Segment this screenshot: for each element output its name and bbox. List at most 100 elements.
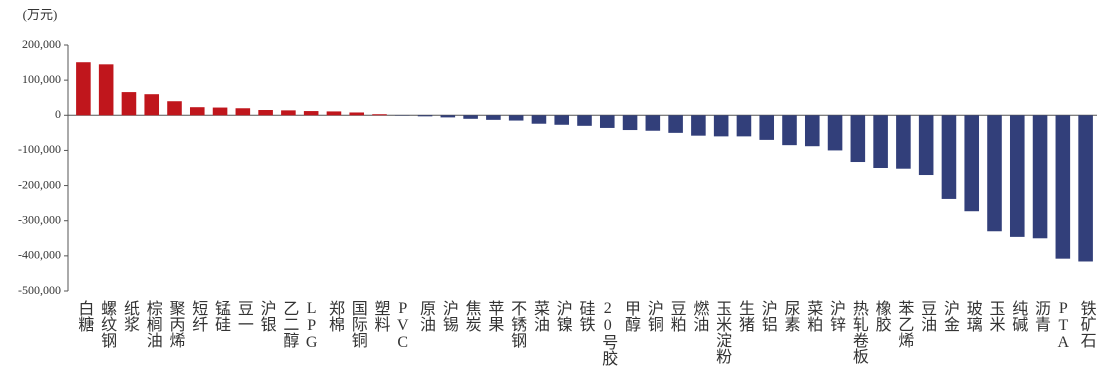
x-tick-label: 橡胶 <box>872 300 890 332</box>
x-tick-label: 生猪 <box>735 300 753 332</box>
bar <box>736 115 752 137</box>
unit-label: (万元) <box>23 7 58 22</box>
x-tick-label: 豆油 <box>918 300 936 332</box>
bar <box>235 108 251 116</box>
bar <box>964 115 980 212</box>
x-tick-label: 沪金 <box>940 300 958 332</box>
bar <box>144 94 160 116</box>
x-tick-label: 塑料 <box>371 300 389 332</box>
bar <box>212 107 228 116</box>
x-tick-label: LPG <box>303 300 321 351</box>
x-tick-label: 玉米淀粉 <box>713 300 731 364</box>
x-tick-label: 豆一 <box>234 300 252 332</box>
x-tick-label: 沪铜 <box>644 300 662 332</box>
x-tick-label: 沪银 <box>257 300 275 332</box>
x-tick-label: 原油 <box>417 300 435 332</box>
x-tick-label: 沪铝 <box>758 300 776 332</box>
bar <box>941 115 957 199</box>
bar <box>645 115 661 131</box>
x-tick-label: 苯乙烯 <box>895 300 913 348</box>
x-tick-label: 郑棉 <box>325 300 343 332</box>
bar <box>873 115 888 168</box>
bar <box>531 115 547 124</box>
bar <box>98 64 114 116</box>
x-tick-label: 铁矿石 <box>1077 300 1095 348</box>
x-tick-label: 苹果 <box>485 300 503 332</box>
x-tick-label: 国际铜 <box>348 300 366 348</box>
bar <box>759 115 775 140</box>
y-tick-label: -100,000 <box>18 142 61 156</box>
bar <box>76 62 91 116</box>
bar <box>691 115 706 136</box>
bar <box>850 115 866 163</box>
x-tick-label: 棕榈油 <box>143 300 161 348</box>
bar <box>622 115 638 131</box>
bar <box>303 111 319 116</box>
x-tick-label: 白糖 <box>75 300 93 332</box>
bar <box>918 115 934 176</box>
x-tick-label: 甲醇 <box>622 300 640 332</box>
bar <box>326 111 342 116</box>
bar <box>1078 115 1093 262</box>
x-tick-label: 沥青 <box>1032 300 1050 332</box>
bar <box>258 110 273 116</box>
x-tick-label: PTA <box>1054 300 1072 351</box>
bar <box>1055 115 1071 259</box>
x-tick-label: 沪锡 <box>439 300 457 332</box>
bar <box>782 115 797 146</box>
y-tick-label: -500,000 <box>18 283 61 297</box>
bar <box>372 114 387 116</box>
x-tick-label: 菜油 <box>530 300 548 332</box>
x-tick-label: 纸浆 <box>120 300 138 332</box>
bar <box>554 115 570 125</box>
x-tick-label: 聚丙烯 <box>166 300 184 348</box>
x-tick-label: 乙二醇 <box>280 300 298 348</box>
bar <box>827 115 843 151</box>
bar <box>987 115 1002 232</box>
y-tick-label: -400,000 <box>18 248 61 262</box>
bar <box>440 115 456 118</box>
x-tick-label: 菜粕 <box>804 300 822 332</box>
bar <box>599 115 615 128</box>
bar <box>1032 115 1048 239</box>
bar <box>486 115 501 120</box>
x-tick-label: 硅铁 <box>576 300 594 332</box>
y-tick-label: -300,000 <box>18 212 61 226</box>
y-tick-label: 0 <box>55 107 61 121</box>
x-tick-label: 不锈钢 <box>508 300 526 348</box>
x-tick-label: 尿素 <box>781 300 799 332</box>
bar <box>1009 115 1025 237</box>
x-tick-label: 螺纹钢 <box>98 300 116 348</box>
bar <box>417 115 433 117</box>
x-tick-label: 燃油 <box>690 300 708 332</box>
x-tick-label: 短纤 <box>189 300 207 332</box>
bar <box>167 101 182 116</box>
x-tick-label: 豆粕 <box>667 300 685 332</box>
bar <box>349 112 365 116</box>
x-tick-label: PVC <box>394 300 412 351</box>
bar <box>668 115 683 133</box>
x-tick-label: 玉米 <box>986 300 1004 332</box>
bar <box>281 110 296 116</box>
y-tick-label: 200,000 <box>22 37 61 51</box>
x-tick-label: 纯碱 <box>1009 300 1027 332</box>
x-tick-label: 20号胶 <box>599 300 617 366</box>
bar <box>896 115 911 169</box>
x-tick-label: 玻璃 <box>963 300 981 332</box>
bar <box>713 115 729 137</box>
y-tick-label: 100,000 <box>22 72 61 86</box>
bar <box>508 115 524 121</box>
x-tick-label: 锰硅 <box>212 300 230 332</box>
x-tick-label: 沪镍 <box>553 300 571 332</box>
x-tick-label: 焦炭 <box>462 300 480 332</box>
bar <box>577 115 592 126</box>
bar <box>189 107 205 116</box>
bar <box>804 115 820 147</box>
bar <box>463 115 478 119</box>
x-tick-label: 热轧卷板 <box>849 300 867 364</box>
x-tick-label: 沪锌 <box>827 300 845 332</box>
y-tick-label: -200,000 <box>18 177 61 191</box>
bar <box>121 92 137 116</box>
